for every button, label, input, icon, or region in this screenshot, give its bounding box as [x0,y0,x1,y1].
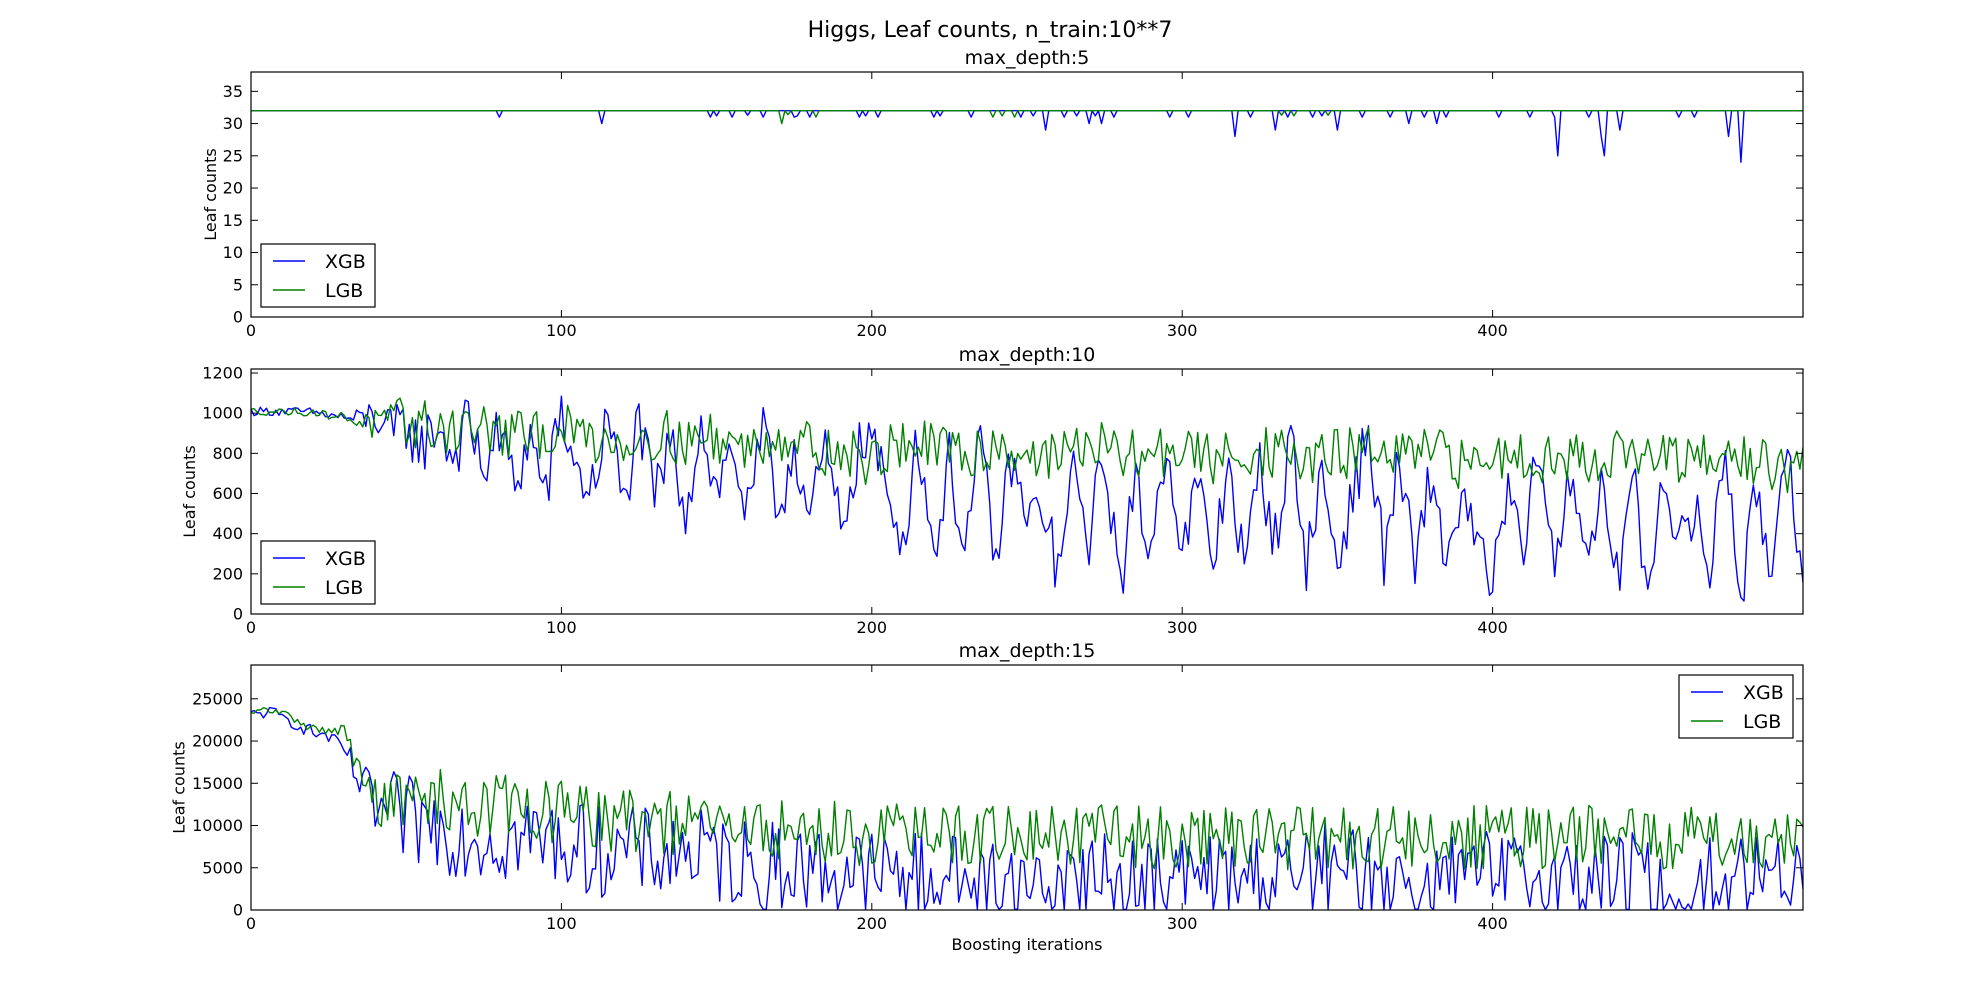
legend-box [1678,674,1794,739]
subplot-2: 0 100 200 300 400 0 200 400 600 800 1000 1200 max_de… [180,344,1804,637]
y-tick-label: 0 [233,605,243,624]
subplot-title: max_depth:15 [959,640,1096,662]
series-group [251,395,1803,602]
axes-frame [250,664,1804,911]
legend-label-xgb: XGB [1743,682,1784,704]
y-tick-label: 35 [223,82,243,101]
x-tick-label: 300 [1167,914,1198,933]
legend-label-lgb: LGB [325,280,363,302]
y-tick-label: 25000 [192,689,243,708]
y-tick-label: 0 [233,308,243,327]
y-axis-label: Leaf counts [180,445,199,537]
y-tick-label: 600 [212,484,243,503]
y-tick-label: 20 [223,179,243,198]
x-tick-label: 200 [857,914,888,933]
series-line-xgb [251,706,1803,910]
x-tick-label: 400 [1477,618,1508,637]
legend-label-xgb: XGB [325,251,366,273]
x-tick-label: 100 [546,914,577,933]
legend-label-lgb: LGB [1743,711,1781,733]
legend-box [260,540,376,605]
y-tick-label: 10 [223,243,243,262]
y-tick-label: 30 [223,114,243,133]
series-line-lgb [251,397,1803,494]
legend: XGB LGB [260,243,376,308]
series-group [251,109,1803,163]
y-tick-label: 0 [233,901,243,920]
y-tick-label: 400 [212,524,243,543]
y-tick-label: 800 [212,444,243,463]
subplots: 0 100 200 300 400 0 5 10 15 20 25 30 35 max_depth:5 Le… [170,47,1804,954]
legend-box [260,243,376,308]
legend: XGB LGB [1678,674,1794,739]
series-group [251,706,1803,910]
x-tick-label: 100 [546,618,577,637]
x-tick-label: 300 [1167,321,1198,340]
subplot-3: 0 100 200 300 400 0 5000 10000 15000 20000 25000 ma… [170,640,1804,954]
x-tick-label: 0 [246,321,256,340]
x-tick-label: 200 [857,321,888,340]
y-tick-label: 20000 [192,732,243,751]
x-tick-label: 400 [1477,914,1508,933]
y-axis-label: Leaf counts [170,741,189,833]
x-tick-label: 300 [1167,618,1198,637]
series-line-xgb [251,109,1803,163]
legend: XGB LGB [260,540,376,605]
figure-title: Higgs, Leaf counts, n_train:10**7 [808,18,1173,43]
y-tick-label: 1200 [202,364,243,383]
y-tick-label: 5 [233,275,243,294]
y-tick-label: 15 [223,211,243,230]
legend-label-lgb: LGB [325,577,363,599]
x-tick-label: 200 [857,618,888,637]
x-tick-label: 0 [246,618,256,637]
y-axis-label: Leaf counts [201,148,220,240]
subplot-1: 0 100 200 300 400 0 5 10 15 20 25 30 35 max_depth:5 Le… [201,47,1804,340]
subplot-title: max_depth:10 [959,344,1096,366]
x-tick-label: 400 [1477,321,1508,340]
axes-frame [250,368,1804,615]
x-tick-label: 100 [546,321,577,340]
y-tick-label: 5000 [202,858,243,877]
x-tick-label: 0 [246,914,256,933]
y-tick-label: 200 [212,564,243,583]
x-axis-label: Boosting iterations [952,935,1103,954]
y-tick-label: 10000 [192,816,243,835]
series-line-xgb [251,395,1803,602]
series-line-lgb [251,109,1803,125]
y-tick-label: 15000 [192,774,243,793]
subplot-title: max_depth:5 [965,47,1090,69]
legend-label-xgb: XGB [325,548,366,570]
axes-frame [250,71,1804,318]
y-tick-label: 25 [223,146,243,165]
y-tick-label: 1000 [202,404,243,423]
series-line-lgb [251,707,1803,871]
